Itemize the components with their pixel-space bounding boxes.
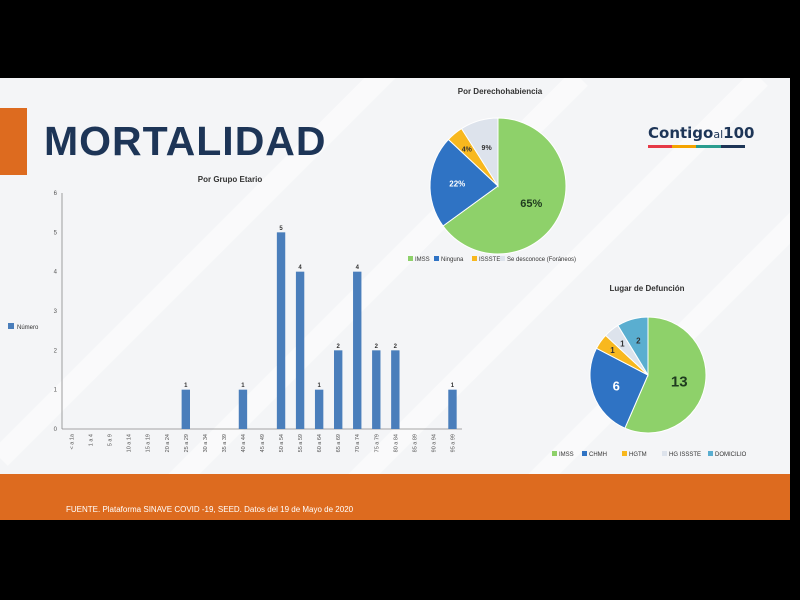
logo-text: Contigoal100: [648, 124, 755, 142]
slide-title: MORTALIDAD: [44, 118, 327, 164]
x-tick-label: 15 a 19: [146, 434, 152, 452]
x-tick-label: 40 a 44: [241, 434, 247, 452]
bar-value-label: 1: [451, 383, 455, 389]
legend-label: Se desconoce (Foráneos): [507, 257, 576, 263]
pie-defuncion: 13 6 11 2 IMSS CHMH HGTM HG ISSSTE DOMICILIO: [552, 316, 747, 458]
y-tick-label: 5: [54, 230, 58, 236]
bar: [238, 389, 248, 429]
bar: [372, 350, 381, 429]
bar: [295, 271, 305, 429]
bar-value-label: 1: [317, 383, 321, 389]
x-tick-label: 20 a 24: [165, 434, 171, 452]
x-tick-label: < a 1a: [70, 433, 76, 449]
x-tick-label: 75 a 79: [374, 434, 380, 452]
bar-value-label: 4: [298, 265, 302, 271]
pie-slice: [460, 117, 499, 188]
pie-value-label: 1: [610, 346, 615, 355]
pie-value-label: 65%: [520, 198, 542, 210]
pie-defuncion-title: Lugar de Defunción: [609, 284, 685, 293]
pie-slice: [617, 316, 649, 377]
legend-swatch: [622, 451, 627, 456]
bar: [353, 271, 362, 429]
legend-swatch: [708, 451, 713, 456]
bar: [314, 389, 324, 429]
legend-swatch: [472, 256, 477, 261]
pie-value-label: 1: [620, 340, 625, 349]
pie-value-label: 13: [671, 373, 688, 390]
x-tick-label: 85 a 89: [412, 434, 418, 452]
footer-bar: [0, 474, 790, 520]
bar-chart: 0 1 2 3 4 5 6 < a 1a 1 a 4 5 a 9 10 a 14 15 a 19 20 …: [8, 191, 462, 452]
bar-value-label: 2: [394, 344, 398, 350]
x-tick-label: 80 a 84: [393, 434, 399, 452]
bar-value-label: 4: [356, 265, 360, 271]
legend-label: HGTM: [629, 452, 647, 458]
pie-slice: [589, 347, 649, 429]
bar: [448, 389, 457, 429]
x-tick-label: 45 a 49: [260, 434, 266, 452]
bar-chart-title: Por Grupo Etario: [197, 175, 263, 184]
source-note: FUENTE. Plataforma SINAVE COVID -19, SEE…: [66, 505, 354, 514]
x-tick-label: 5 a 9: [108, 434, 114, 446]
legend-swatch: [582, 451, 587, 456]
bar-value-label: 5: [279, 226, 283, 232]
x-tick-label: 25 a 29: [184, 434, 190, 452]
y-tick-label: 4: [54, 270, 58, 276]
x-tick-label: 1 a 4: [89, 434, 95, 446]
x-tick-label: 95 a 99: [450, 434, 456, 452]
x-tick-label: 35 a 39: [222, 434, 228, 452]
y-tick-label: 6: [54, 191, 58, 197]
pie-derechohabiencia: 65% 22% 4% 9% IMSS Ninguna ISSSTE Se desconoce …: [408, 117, 576, 263]
pie-value-label: 22%: [449, 179, 465, 188]
pie-derechohabiencia-title: Por Derechohabiencia: [457, 87, 543, 96]
bar: [391, 350, 400, 429]
legend-label: IMSS: [559, 452, 574, 458]
x-tick-label: 10 a 14: [127, 434, 133, 452]
logo: Contigoal100: [648, 124, 754, 150]
y-tick-label: 3: [54, 309, 58, 315]
pie-slice: [624, 316, 707, 434]
pie-slice: [442, 117, 567, 255]
bar: [276, 232, 286, 429]
bar-value-label: 1: [184, 383, 188, 389]
x-tick-label: 50 a 54: [279, 434, 285, 452]
slide: MORTALIDAD Contigoal100 Por Grupo Etario…: [0, 78, 790, 520]
x-tick-label: 70 a 74: [355, 434, 361, 452]
legend-label: HG ISSSTE: [669, 452, 701, 458]
legend-label: Ninguna: [441, 257, 464, 263]
legend-swatch: [434, 256, 439, 261]
bar: [334, 350, 343, 429]
legend-label: DOMICILIO: [715, 452, 747, 458]
bar-value-label: 2: [337, 344, 341, 350]
pie-value-label: 2: [636, 336, 641, 345]
bar-value-label: 1: [241, 383, 245, 389]
legend-swatch: [500, 256, 505, 261]
x-tick-label: 30 a 34: [203, 434, 209, 452]
pie-value-label: 9%: [482, 145, 493, 152]
pie-value-label: 6: [613, 378, 620, 393]
legend-swatch: [552, 451, 557, 456]
pie-value-label: 4%: [462, 146, 473, 153]
x-tick-label: 55 a 59: [298, 434, 304, 452]
bar: [181, 389, 190, 429]
pie-slice: [429, 138, 499, 227]
legend-label: IMSS: [415, 257, 430, 263]
legend-label: CHMH: [589, 452, 607, 458]
left-accent-bar: [0, 108, 27, 175]
x-tick-label: 60 a 64: [317, 434, 323, 452]
legend-swatch: [8, 323, 14, 329]
legend-label: ISSSTE: [479, 257, 500, 263]
y-tick-label: 0: [54, 427, 58, 433]
y-tick-label: 1: [54, 388, 58, 394]
legend-label: Número: [17, 325, 39, 331]
legend-swatch: [408, 256, 413, 261]
bar-value-label: 2: [375, 344, 379, 350]
x-tick-label: 90 a 94: [431, 434, 437, 452]
y-tick-label: 2: [54, 348, 58, 354]
legend-swatch: [662, 451, 667, 456]
logo-color-bar: [648, 145, 745, 148]
x-tick-label: 65 a 69: [336, 434, 342, 452]
